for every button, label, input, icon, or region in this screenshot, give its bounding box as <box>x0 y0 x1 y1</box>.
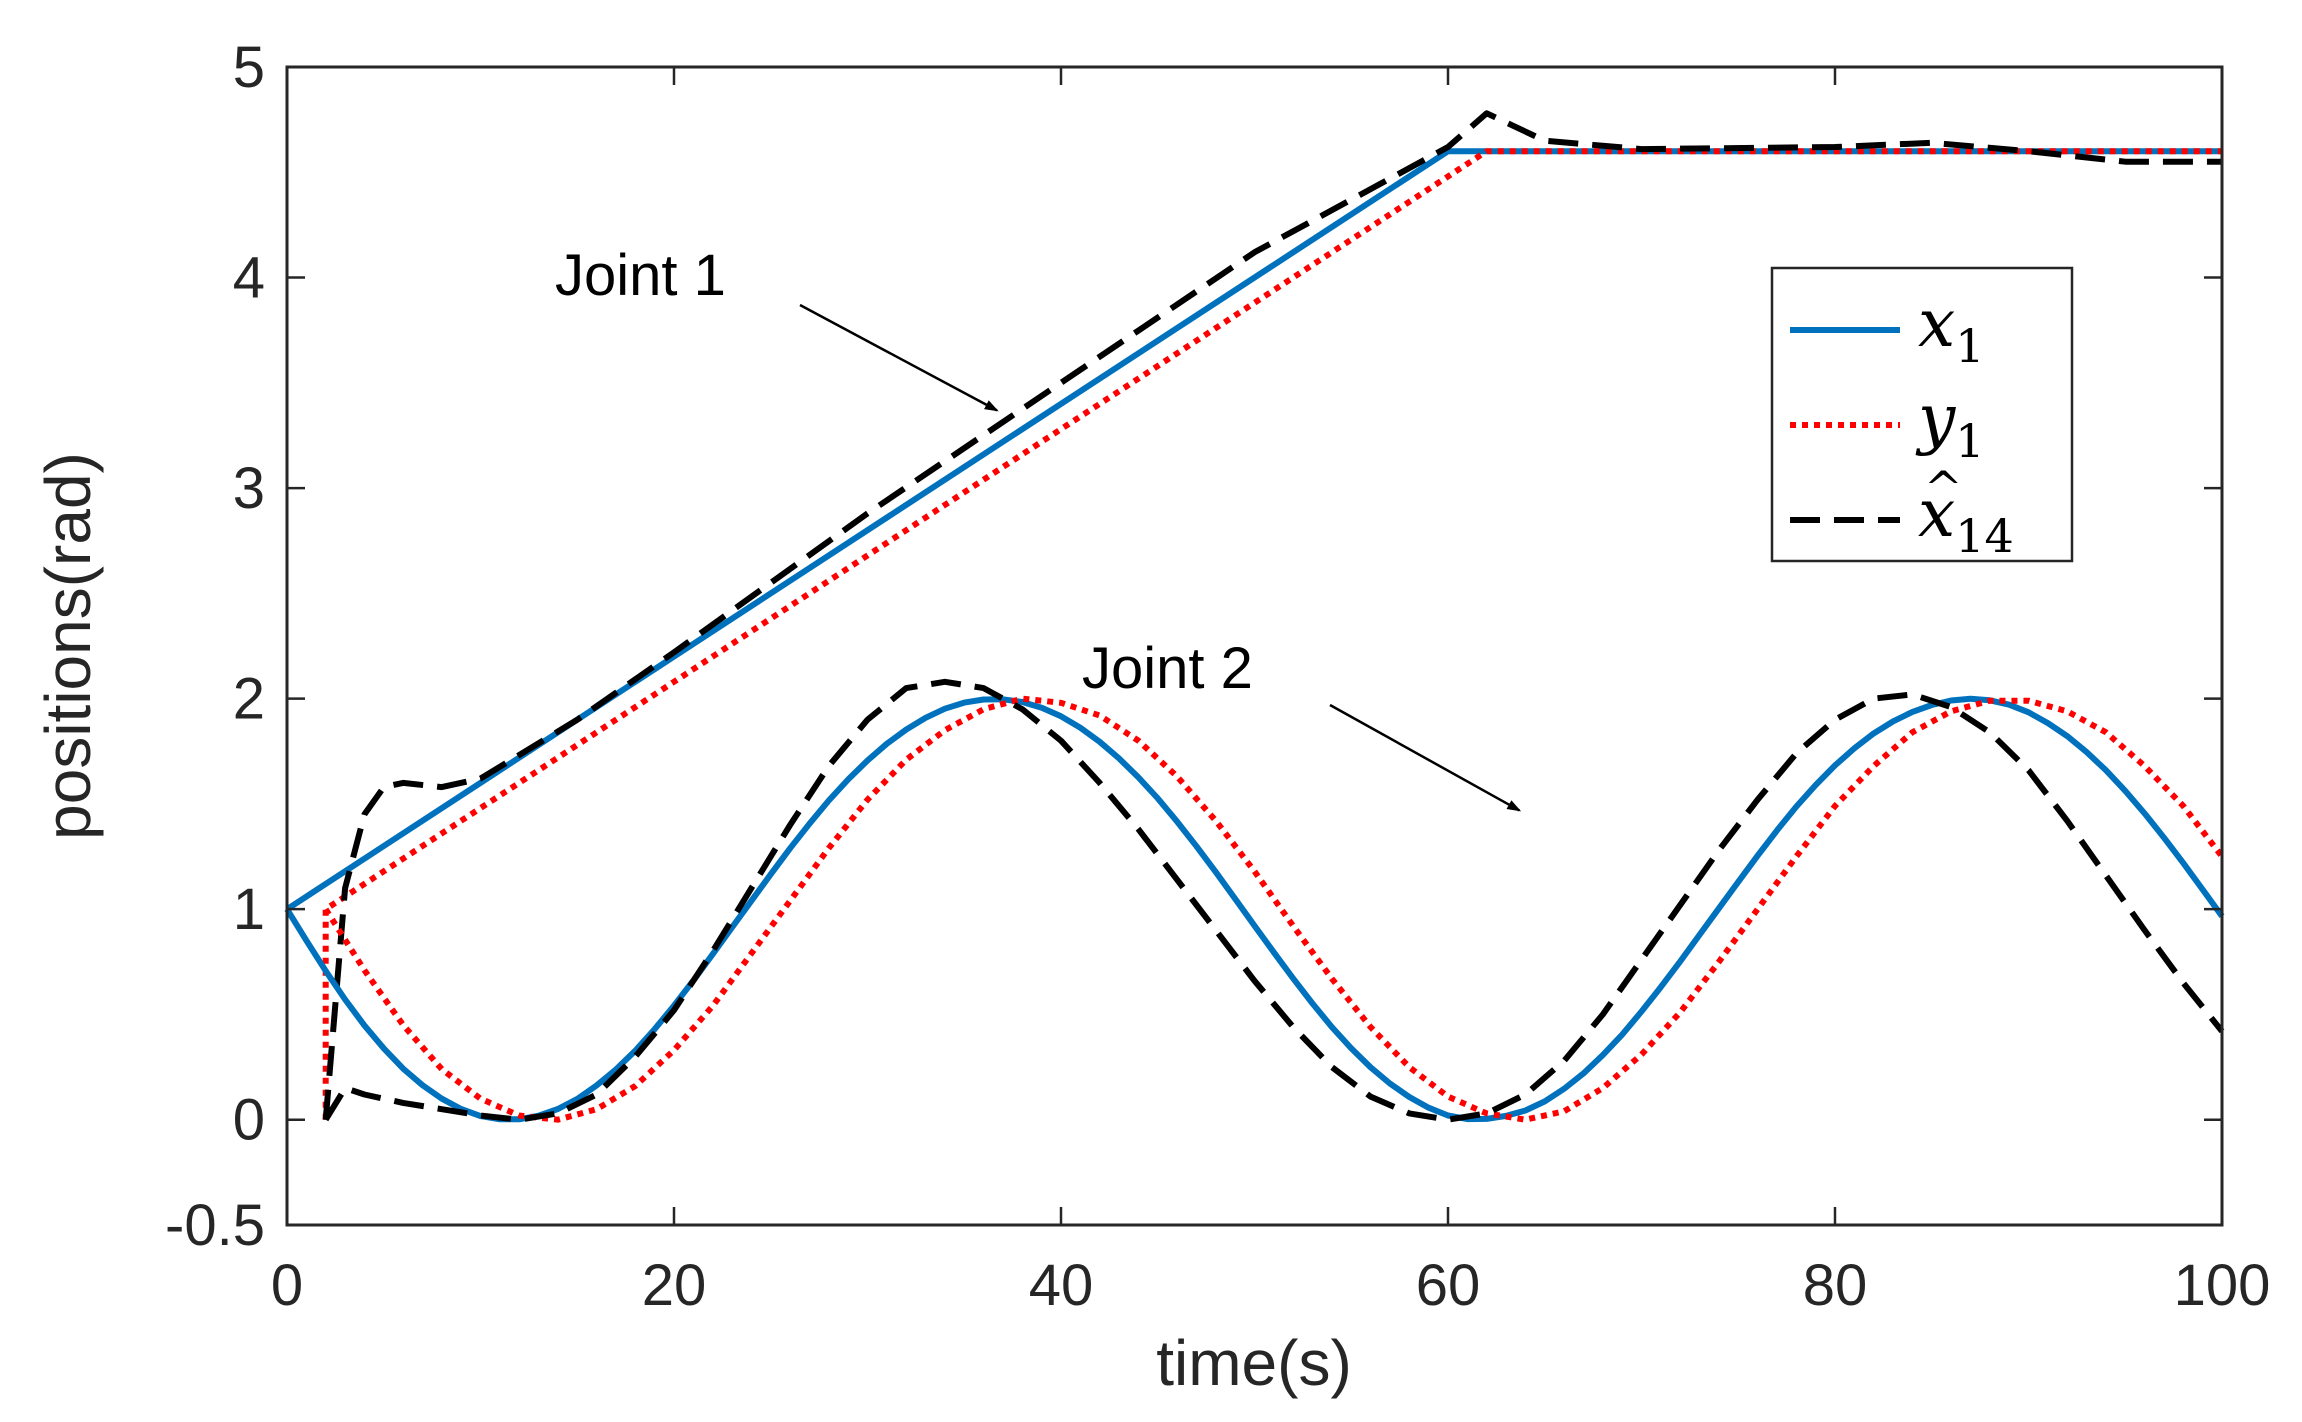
series-line-2 <box>322 148 2222 1120</box>
series-layer <box>284 110 2225 1123</box>
legend-hat: ^ <box>1924 461 1963 515</box>
legend-subscript: 1 <box>1955 319 1984 373</box>
legend-subscript: 14 <box>1955 509 2014 563</box>
x-tick-label: 60 <box>1416 1253 1481 1318</box>
annotation-layer: Joint 1 Joint 2 <box>555 243 1522 812</box>
annotation-arrow-2 <box>1329 703 1522 812</box>
plot-background <box>287 67 2222 1225</box>
annotation-arrow-1 <box>799 303 999 412</box>
y-tick-label: 5 <box>233 35 265 100</box>
x-tick-label: 40 <box>1029 1253 1094 1318</box>
y-tick-label: -0.5 <box>165 1193 265 1258</box>
annotation-label-2: Joint 2 <box>1082 636 1253 701</box>
legend-subscript: 1 <box>1955 414 1984 468</box>
y-tick-label: 1 <box>233 877 265 942</box>
y-tick-label: 0 <box>233 1088 265 1153</box>
plot-frame <box>285 65 2224 1227</box>
legend-box <box>1770 266 2074 563</box>
y-tick-label: 3 <box>233 456 265 521</box>
x-tick-label: 20 <box>642 1253 707 1318</box>
series-line-5 <box>323 695 2225 1123</box>
x-tick-label: 80 <box>1803 1253 1868 1318</box>
x-axis-title: time(s) <box>1156 1327 1352 1399</box>
x-tick-label: 0 <box>271 1253 303 1318</box>
y-tick-label: 2 <box>233 667 265 732</box>
y-axis-title: positions(rad) <box>32 452 104 840</box>
series-line-1 <box>285 148 2222 912</box>
series-line-6 <box>323 678 2225 1123</box>
annotation-label-1: Joint 1 <box>555 243 726 308</box>
x-tick-label: 100 <box>2174 1253 2271 1318</box>
y-tick-label: 4 <box>233 246 265 311</box>
series-line-4 <box>284 695 2225 1123</box>
